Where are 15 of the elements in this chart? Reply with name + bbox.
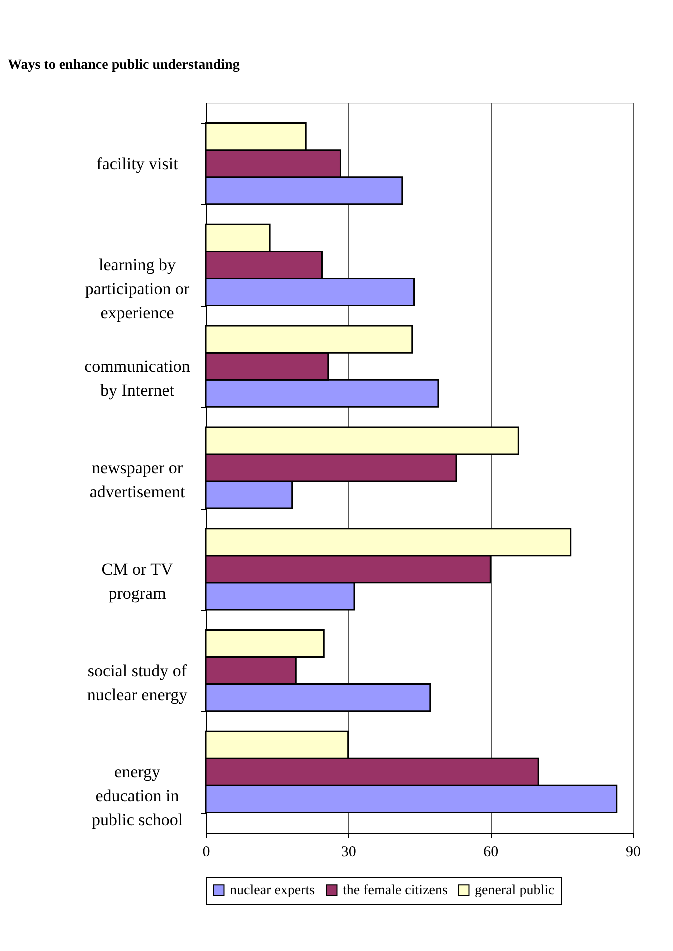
y-tick-label: CM or TV program: [102, 560, 174, 603]
y-tick-label: social study of nuclear energy: [87, 661, 188, 704]
chart-title: Ways to enhance public understanding: [8, 58, 240, 73]
x-tick-label: 60: [484, 844, 499, 860]
legend-label: the female citizens: [343, 883, 448, 898]
y-tick-label: newspaper or advertisement: [90, 458, 186, 502]
x-tick-label: 30: [341, 844, 356, 860]
x-tick-label: 90: [626, 844, 641, 860]
y-tick-label: facility visit: [96, 154, 179, 174]
x-tick-label: 0: [202, 844, 210, 860]
y-tick-label: communication by Internet: [84, 357, 191, 400]
y-tick-label: energy education in public school: [92, 762, 184, 830]
legend-label: nuclear experts: [230, 883, 316, 898]
legend-label: general public: [475, 883, 555, 898]
y-tick-label: learning by participation or experience: [85, 256, 190, 323]
